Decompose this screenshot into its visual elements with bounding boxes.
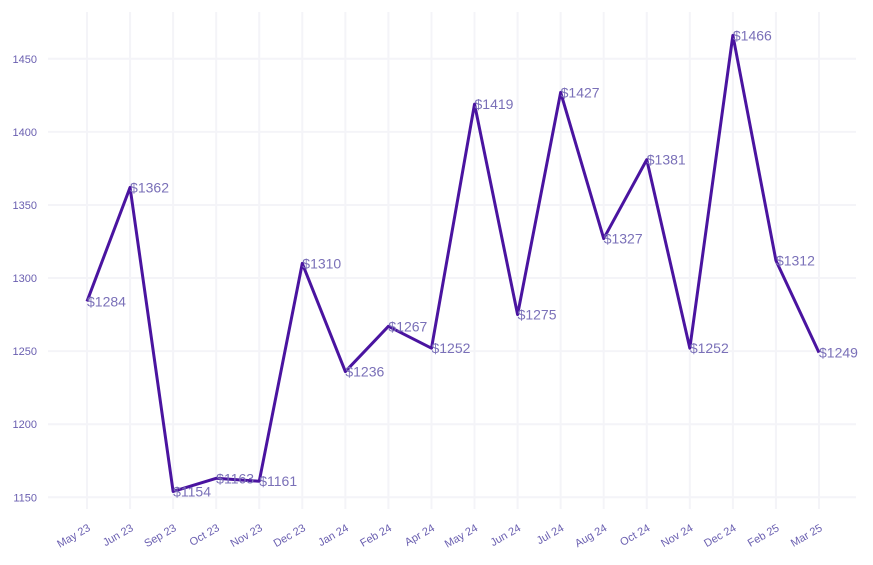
y-tick-label: 1200 xyxy=(13,419,37,431)
data-label: $1249 xyxy=(819,345,858,361)
x-tick-label: Nov 23 xyxy=(229,522,265,550)
y-tick-label: 1250 xyxy=(13,346,37,358)
x-tick-label: Mar 25 xyxy=(789,522,825,550)
x-tick-label: Feb 25 xyxy=(746,522,782,550)
x-tick-label: Oct 23 xyxy=(188,522,222,549)
data-label: $1466 xyxy=(733,27,772,43)
y-tick-label: 1350 xyxy=(13,200,37,212)
x-tick-label: Jan 24 xyxy=(316,522,351,549)
x-tick-label: Apr 24 xyxy=(403,522,437,549)
data-label: $1163 xyxy=(216,470,254,486)
horizontal-gridlines xyxy=(48,57,856,499)
data-label: $1252 xyxy=(431,340,470,356)
data-label: $1284 xyxy=(87,293,126,309)
data-label: $1236 xyxy=(345,364,384,380)
x-tick-label: Sep 23 xyxy=(142,522,178,550)
data-label: $1267 xyxy=(388,318,427,334)
data-label: $1419 xyxy=(475,96,514,112)
y-tick-label: 1150 xyxy=(13,492,37,504)
x-tick-label: Aug 24 xyxy=(573,522,609,550)
x-tick-label: Oct 24 xyxy=(618,522,652,549)
x-tick-label: Jul 24 xyxy=(535,522,566,547)
data-label: $1161 xyxy=(259,473,297,489)
data-label: $1327 xyxy=(604,231,643,247)
x-tick-label: Feb 24 xyxy=(358,522,394,550)
data-label: $1427 xyxy=(561,84,600,100)
x-tick-label: Dec 24 xyxy=(702,522,738,550)
data-label: $1381 xyxy=(647,152,686,168)
y-axis-tick-labels: 1150 1200 1250 1300 1350 1400 1450 xyxy=(13,54,37,505)
data-label: $1362 xyxy=(130,179,169,195)
series-line xyxy=(85,33,821,493)
x-tick-label: May 23 xyxy=(55,522,92,550)
x-axis-tick-labels: May 23 Jun 23 Sep 23 Oct 23 Nov 23 Dec 23 Jan … xyxy=(55,522,824,550)
data-label: $1275 xyxy=(518,307,557,323)
vertical-gridlines xyxy=(86,12,820,509)
x-tick-label: Jun 24 xyxy=(488,522,523,549)
x-tick-label: Nov 24 xyxy=(659,522,695,550)
x-tick-label: Dec 23 xyxy=(272,522,308,550)
data-label: $1312 xyxy=(776,253,815,269)
data-label: $1310 xyxy=(302,255,341,271)
y-tick-label: 1450 xyxy=(13,54,37,66)
data-label: $1252 xyxy=(690,340,729,356)
x-tick-label: Jun 23 xyxy=(101,522,136,549)
y-tick-label: 1300 xyxy=(13,273,37,285)
x-tick-label: May 24 xyxy=(443,522,480,550)
y-tick-label: 1400 xyxy=(13,127,37,139)
data-labels: $1284 $1362 $1154 $1163 $1161 $1310 $1236 $1267… xyxy=(87,27,858,499)
data-label: $1154 xyxy=(173,483,211,499)
